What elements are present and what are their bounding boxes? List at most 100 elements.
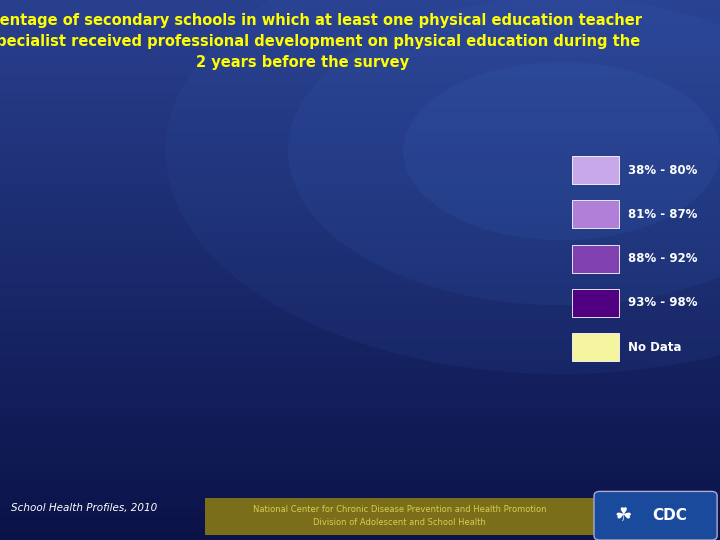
Bar [0, 78, 720, 81]
Bar [0, 156, 720, 159]
Bar [0, 215, 720, 219]
Text: 93% - 98%: 93% - 98% [628, 296, 698, 309]
Bar [0, 242, 720, 246]
Bar [0, 437, 720, 440]
Bar [0, 445, 720, 448]
Bar [0, 199, 720, 202]
Bar [0, 170, 720, 173]
Bar [0, 213, 720, 216]
Bar [0, 485, 720, 489]
Bar [0, 464, 720, 467]
Text: National Center for Chronic Disease Prevention and Health Promotion: National Center for Chronic Disease Prev… [253, 505, 546, 514]
Bar [0, 191, 720, 194]
Bar [0, 496, 720, 500]
Bar [0, 126, 720, 130]
Bar [0, 207, 720, 211]
Bar [0, 97, 720, 100]
Bar [0, 172, 720, 176]
Bar [0, 340, 720, 343]
Bar [0, 310, 720, 313]
Bar [0, 356, 720, 359]
Bar [0, 48, 720, 51]
Bar [0, 21, 720, 24]
Bar [0, 421, 720, 424]
Bar [0, 431, 720, 435]
Bar [0, 494, 720, 497]
Bar [0, 507, 720, 510]
Bar [0, 248, 720, 251]
Bar [0, 75, 720, 78]
Text: No Data: No Data [628, 341, 681, 354]
Bar [0, 523, 720, 526]
Bar [0, 210, 720, 213]
Bar [0, 534, 720, 537]
Bar [0, 13, 720, 16]
Bar [0, 348, 720, 351]
Bar [0, 45, 720, 49]
Bar [0, 291, 720, 294]
Text: 38% - 80%: 38% - 80% [628, 164, 697, 177]
Bar [0, 159, 720, 162]
Bar [0, 24, 720, 27]
Bar [0, 337, 720, 340]
Bar [0, 267, 720, 270]
Bar [0, 458, 720, 462]
Bar [0, 480, 720, 483]
Bar [0, 477, 720, 481]
Text: ☘: ☘ [615, 506, 632, 525]
Bar [0, 413, 720, 416]
Bar [0, 237, 720, 240]
Bar [0, 504, 720, 508]
Bar [0, 521, 720, 524]
Bar [0, 380, 720, 383]
Bar [0, 80, 720, 84]
Bar [0, 234, 720, 238]
Bar [0, 318, 720, 321]
Bar [0, 197, 720, 200]
Bar [0, 488, 720, 491]
Bar [0, 110, 720, 113]
Bar [0, 116, 720, 119]
Bar [0, 350, 720, 354]
Bar [0, 99, 720, 103]
Bar [0, 332, 720, 335]
Bar [0, 264, 720, 267]
Bar [0, 226, 720, 230]
Bar [0, 442, 720, 446]
Ellipse shape [166, 0, 720, 374]
Bar [0, 83, 720, 86]
Bar [0, 132, 720, 135]
Bar [0, 37, 720, 40]
Bar [0, 369, 720, 373]
Bar [0, 145, 720, 149]
Bar [0, 372, 720, 375]
Bar [0, 256, 720, 259]
Bar [0, 296, 720, 300]
Bar [0, 94, 720, 97]
Bar [0, 188, 720, 192]
Bar [0, 64, 720, 68]
Bar [0, 59, 720, 62]
Bar [0, 175, 720, 178]
Bar [0, 388, 720, 392]
Bar [0, 35, 720, 38]
Bar [0, 205, 720, 208]
Bar [0, 359, 720, 362]
Bar [0, 105, 720, 108]
Bar [0, 502, 720, 505]
Bar [0, 134, 720, 138]
Bar [0, 129, 720, 132]
Bar [0, 518, 720, 521]
Bar [0, 499, 720, 502]
Bar [0, 353, 720, 356]
Bar [0, 67, 720, 70]
Bar [0, 313, 720, 316]
Bar [0, 137, 720, 140]
Bar [0, 245, 720, 248]
Ellipse shape [403, 62, 720, 240]
Bar [0, 164, 720, 167]
Bar [0, 151, 720, 154]
Bar [0, 510, 720, 513]
Bar [0, 448, 720, 451]
Bar [0, 153, 720, 157]
